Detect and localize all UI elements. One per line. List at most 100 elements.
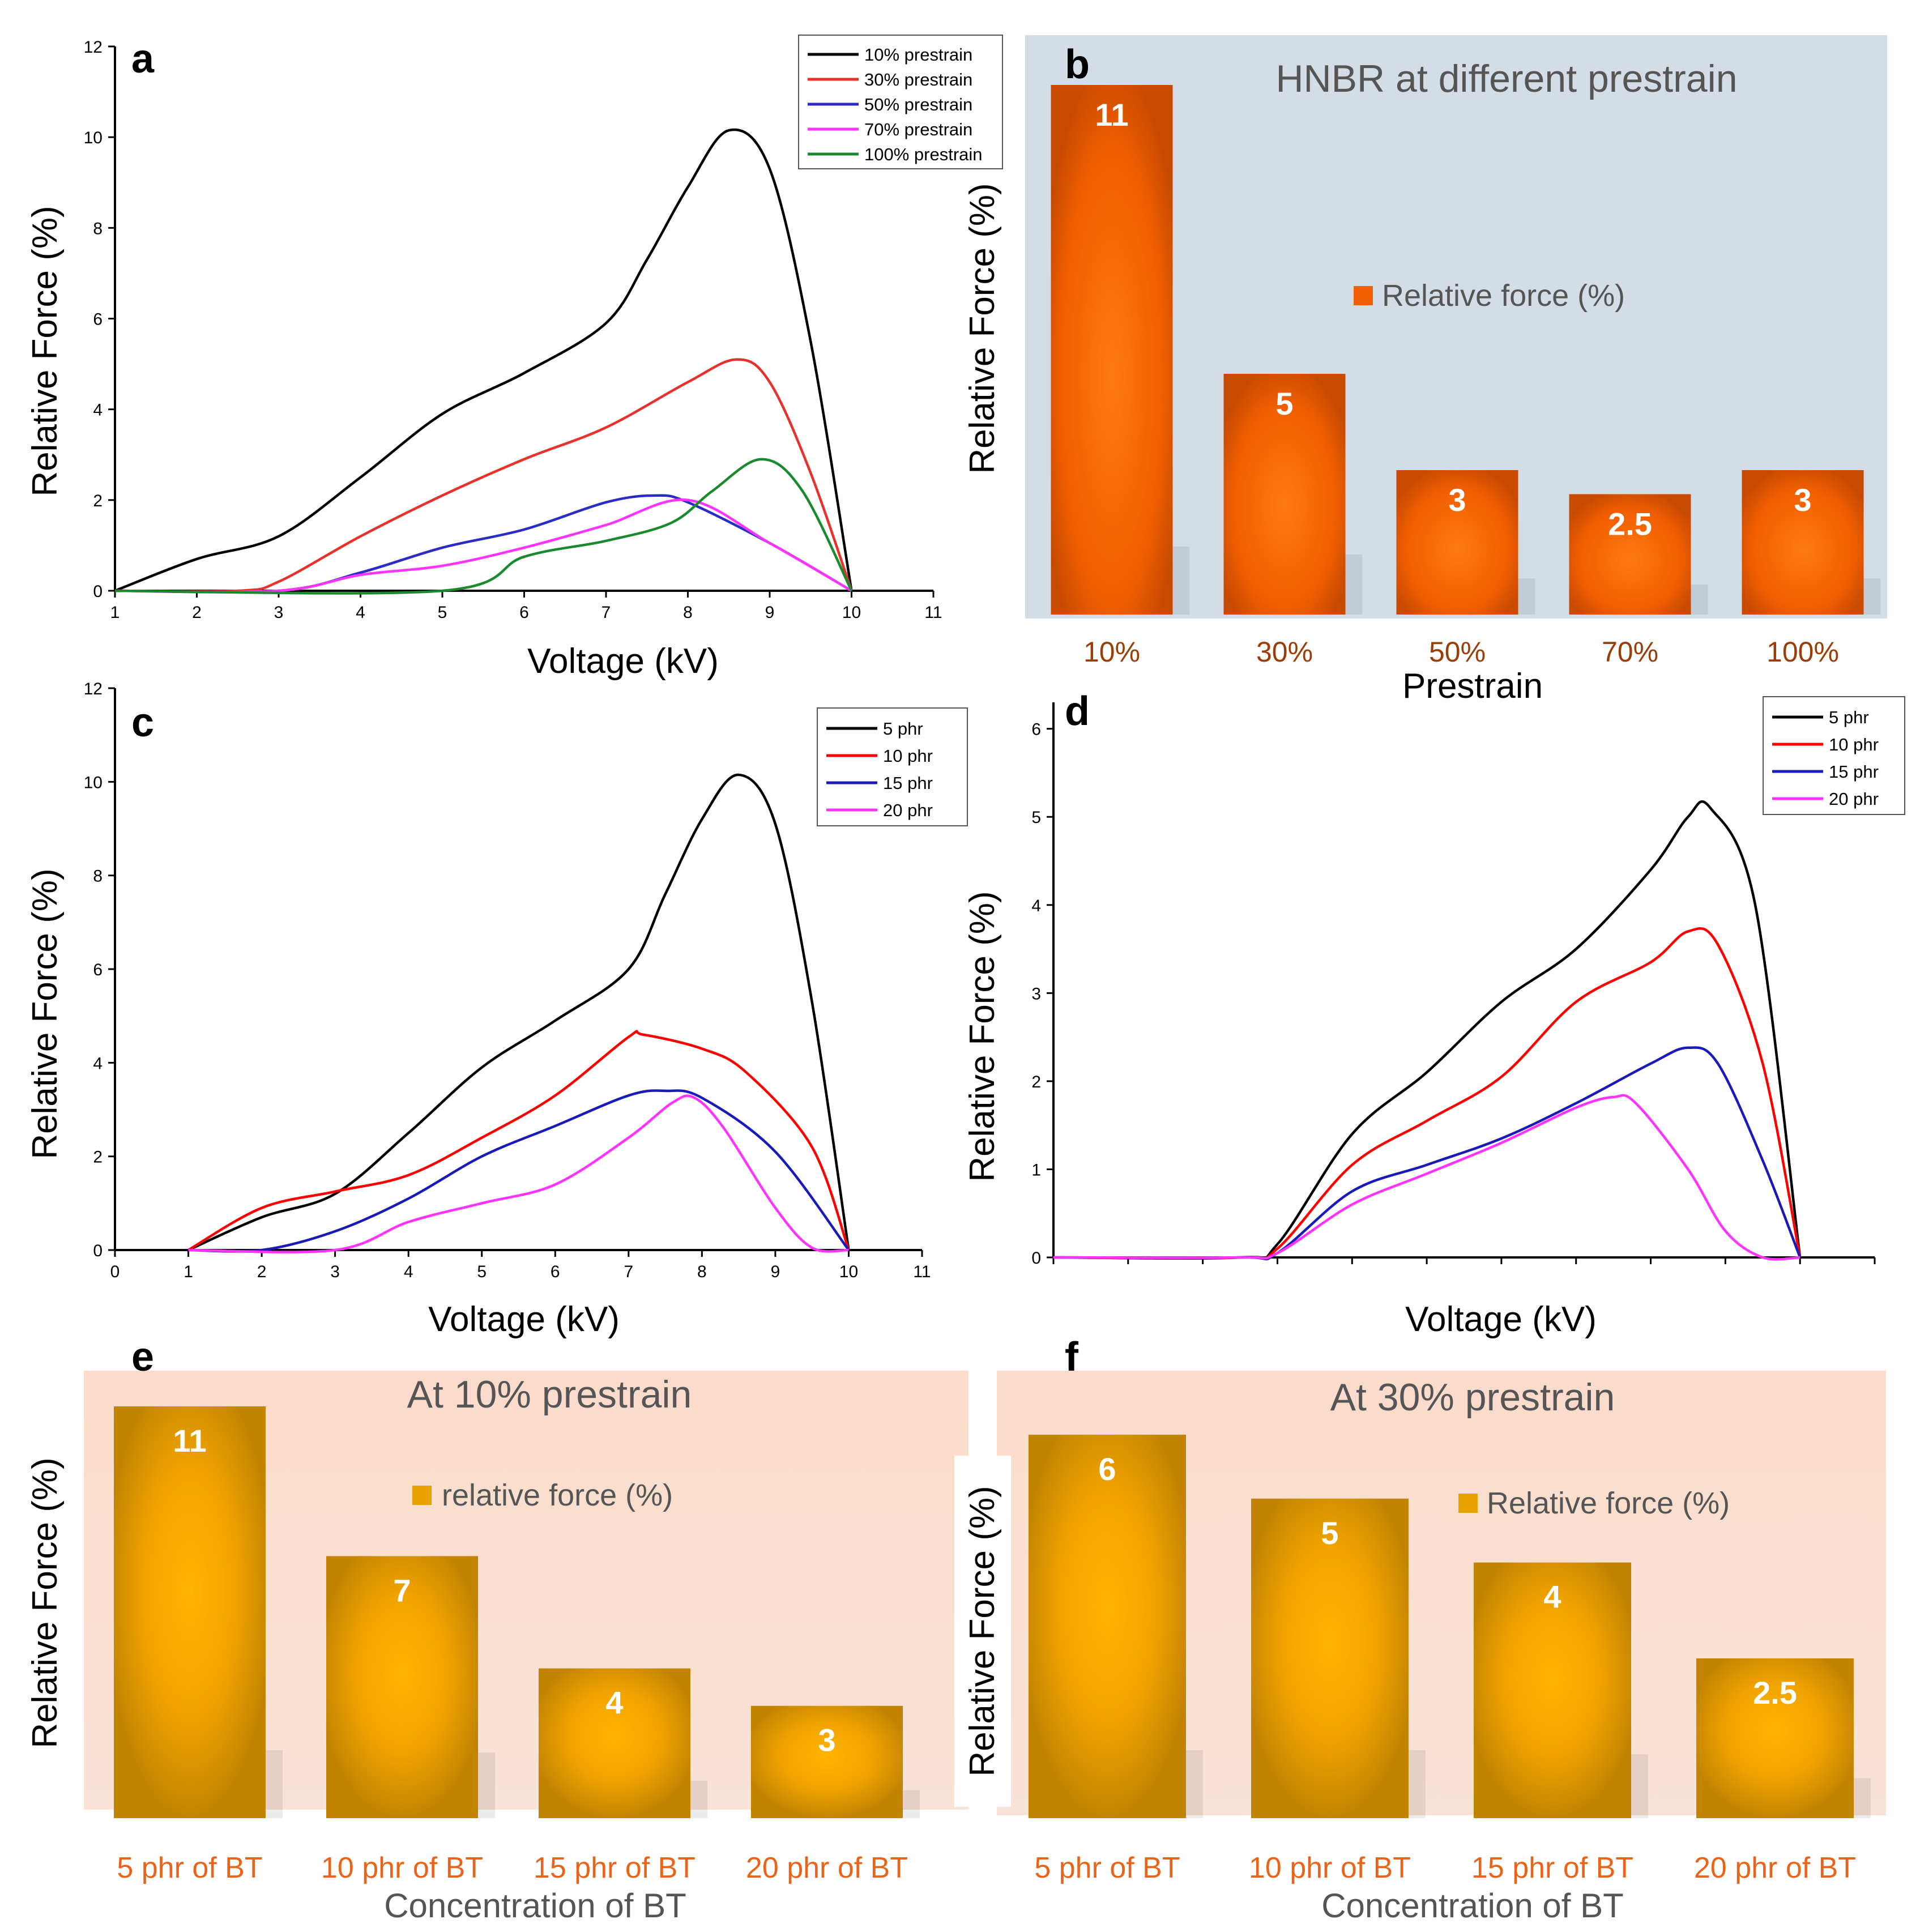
bar-value-label: 11 xyxy=(1095,97,1128,133)
chart-title: At 30% prestrain xyxy=(1330,1376,1615,1419)
panel-letter-f: f xyxy=(1065,1334,1079,1380)
bar-value-label: 7 xyxy=(393,1572,411,1608)
y-tick-label: 2 xyxy=(1031,1073,1041,1091)
legend-label: 5 phr xyxy=(883,719,923,739)
series-line-4 xyxy=(188,1094,849,1253)
y-tick-label: 3 xyxy=(1031,984,1041,1003)
legend xyxy=(798,35,1003,169)
series-line-4 xyxy=(1053,1094,1800,1261)
category-label: 70% xyxy=(1602,636,1658,668)
x-tick-label: 6 xyxy=(519,603,529,622)
panel-letter-c: c xyxy=(131,700,154,745)
x-tick-label: 4 xyxy=(404,1263,413,1281)
category-label: 15 phr of BT xyxy=(1471,1852,1633,1884)
panel-e: e At 10% prestrain relative force (%) 11… xyxy=(25,1334,968,1925)
legend-label: 100% prestrain xyxy=(864,144,983,164)
bar-value-label: 5 xyxy=(1321,1515,1338,1551)
x-axis-title: Prestrain xyxy=(1402,667,1543,706)
y-axis-title: Relative Force (%) xyxy=(25,206,65,496)
x-tick-label: 6 xyxy=(551,1263,560,1281)
y-tick-label: 5 xyxy=(1031,808,1041,827)
bar-value-label: 3 xyxy=(1448,482,1466,518)
x-tick-label: 5 xyxy=(438,603,447,622)
series-line-3 xyxy=(114,494,852,594)
bar-3 xyxy=(1396,470,1518,615)
x-axis-title: Voltage (kV) xyxy=(527,642,719,681)
series-line-5 xyxy=(114,458,853,595)
y-axis-title: Relative Force (%) xyxy=(963,891,1002,1182)
x-axis-title: Voltage (kV) xyxy=(1405,1300,1597,1339)
panel-letter-a: a xyxy=(131,36,155,82)
bar-value-label: 3 xyxy=(1794,482,1811,518)
x-tick-label: 7 xyxy=(624,1263,633,1281)
legend-label: 15 phr xyxy=(1829,762,1879,782)
x-tick-label: 3 xyxy=(274,603,284,622)
y-tick-label: 10 xyxy=(84,773,103,792)
category-label: 20 phr of BT xyxy=(1694,1852,1856,1884)
x-tick-label: 1 xyxy=(110,603,120,622)
y-axis-title: Relative Force (%) xyxy=(963,1486,1002,1776)
legend-label: 10 phr xyxy=(883,746,933,766)
legend-label: 20 phr xyxy=(1829,789,1879,809)
series-line-4 xyxy=(114,498,852,594)
x-tick-label: 8 xyxy=(697,1263,707,1281)
y-tick-label: 0 xyxy=(93,1242,103,1260)
panel-letter-d: d xyxy=(1065,689,1090,734)
category-label: 10% xyxy=(1083,636,1140,668)
y-tick-label: 6 xyxy=(93,961,103,979)
chart-title: HNBR at different prestrain xyxy=(1275,57,1737,100)
legend-label: 70% prestrain xyxy=(864,120,972,139)
bar-1 xyxy=(1051,85,1173,615)
y-axis-title: Relative Force (%) xyxy=(25,1457,65,1748)
panel-letter-b: b xyxy=(1065,42,1090,87)
category-label: 10 phr of BT xyxy=(1249,1852,1411,1884)
bar-value-label: 4 xyxy=(1543,1579,1561,1615)
legend-label: Relative force (%) xyxy=(1487,1486,1730,1520)
y-tick-label: 6 xyxy=(1031,720,1041,739)
y-tick-label: 10 xyxy=(84,129,103,147)
legend-label: 5 phr xyxy=(1829,707,1869,727)
bar-3 xyxy=(1474,1562,1631,1818)
y-title-backdrop xyxy=(954,1456,1011,1807)
bar-1 xyxy=(114,1406,266,1818)
category-label: 15 phr of BT xyxy=(534,1852,696,1884)
chart-title: At 10% prestrain xyxy=(407,1373,692,1416)
legend-swatch xyxy=(1354,286,1373,305)
x-tick-label: 9 xyxy=(771,1263,780,1281)
x-tick-label: 9 xyxy=(765,603,775,622)
category-label: 10 phr of BT xyxy=(321,1852,483,1884)
y-tick-label: 4 xyxy=(93,401,103,420)
panel-letter-e: e xyxy=(131,1334,154,1380)
y-tick-label: 2 xyxy=(93,492,103,510)
category-label: 20 phr of BT xyxy=(746,1852,908,1884)
bar-4 xyxy=(751,1705,903,1818)
bar-2 xyxy=(326,1556,478,1818)
bar-value-label: 5 xyxy=(1275,386,1293,421)
y-tick-label: 4 xyxy=(1031,897,1041,915)
bar-value-label: 2.5 xyxy=(1608,506,1652,542)
x-tick-label: 10 xyxy=(842,603,861,622)
legend-label: 50% prestrain xyxy=(864,95,972,114)
legend-label: relative force (%) xyxy=(442,1478,673,1512)
x-tick-label: 3 xyxy=(330,1263,340,1281)
series-line-1 xyxy=(187,773,850,1252)
legend-label: 15 phr xyxy=(883,773,933,793)
bar-value-label: 3 xyxy=(818,1722,835,1758)
bar-value-label: 2.5 xyxy=(1753,1675,1797,1711)
y-tick-label: 8 xyxy=(93,867,103,886)
y-tick-label: 12 xyxy=(84,38,103,57)
legend-label: 10% prestrain xyxy=(864,45,972,65)
y-axis-title: Relative Force (%) xyxy=(25,868,65,1159)
category-label: 30% xyxy=(1256,636,1313,668)
x-tick-label: 1 xyxy=(184,1263,193,1281)
y-tick-label: 1 xyxy=(1031,1161,1041,1179)
y-tick-label: 0 xyxy=(1031,1249,1041,1268)
x-axis-title: Voltage (kV) xyxy=(428,1300,620,1339)
x-tick-label: 2 xyxy=(192,603,202,622)
legend-label: 10 phr xyxy=(1829,735,1879,754)
series-line-1 xyxy=(1053,800,1802,1260)
category-label: 5 phr of BT xyxy=(1034,1852,1180,1884)
